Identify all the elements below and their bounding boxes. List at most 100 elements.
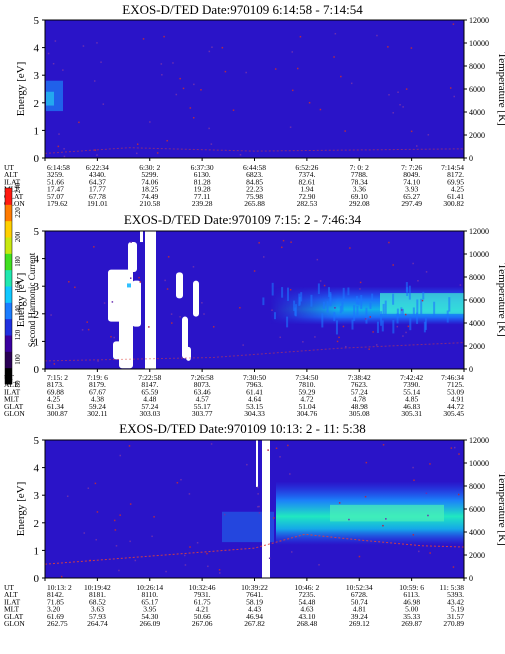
colorbar-segment	[5, 286, 12, 303]
noise-speck	[364, 318, 367, 320]
colorbar-tick-label: 80	[14, 380, 22, 388]
table-cell: 4.64	[248, 395, 261, 404]
band-streak	[376, 321, 379, 333]
table-cell: 7:26:58	[191, 373, 214, 382]
table-cell: 3.95	[143, 605, 156, 614]
band-streak	[392, 293, 395, 305]
noise-speck	[66, 495, 69, 498]
table-cell: 300.87	[47, 409, 68, 418]
noise-speck	[412, 534, 415, 536]
band-streak	[408, 285, 411, 300]
noise-speck	[257, 493, 259, 495]
noise-speck	[299, 35, 302, 38]
y2-tick-label: 10000	[469, 39, 489, 48]
table-row-label: GLAT	[4, 612, 24, 621]
noise-speck	[83, 532, 86, 534]
noise-speck	[166, 288, 169, 290]
band-streak	[335, 320, 338, 335]
noise-speck	[396, 325, 399, 328]
noise-speck	[376, 34, 378, 37]
noise-speck	[100, 61, 102, 63]
noise-speck	[316, 258, 319, 261]
noise-speck	[417, 280, 419, 282]
noise-speck	[161, 74, 163, 76]
table-cell: 282.53	[297, 199, 318, 208]
table-cell: 4.78	[353, 395, 366, 404]
noise-speck	[418, 550, 420, 553]
table-cell: 4.57	[196, 395, 209, 404]
band-streak	[322, 301, 325, 309]
noise-speck	[47, 52, 50, 55]
y2-tick-label: 4000	[469, 319, 485, 328]
noise-speck	[189, 546, 191, 548]
noise-speck	[223, 513, 226, 516]
noise-speck	[82, 45, 85, 47]
noise-speck	[57, 145, 60, 148]
table-cell: 268.48	[297, 619, 318, 628]
noise-speck	[172, 62, 174, 64]
noise-speck	[388, 241, 390, 244]
noise-speck	[224, 70, 227, 73]
table-cell: 305.45	[443, 409, 464, 418]
noise-speck	[334, 307, 336, 309]
noise-speck	[156, 152, 159, 154]
noise-speck	[87, 328, 90, 331]
table-cell: 72.90	[298, 192, 315, 201]
chart-panel-1: 0 1 2 3 4 5 0 2000 4000 6000 8000 10000 12000 EXOS-D/…	[4, 2, 505, 208]
noise-speck	[239, 154, 242, 156]
table-cell: 7810.	[298, 380, 315, 389]
table-cell: 74.10	[403, 177, 420, 186]
noise-speck	[404, 313, 407, 316]
table-cell: 18.25	[141, 185, 158, 194]
noise-speck	[421, 299, 424, 302]
noise-speck	[399, 104, 401, 106]
table-cell: 57.07	[47, 192, 64, 201]
low-energy-core	[46, 91, 54, 106]
colorbar-tick-label: 120	[14, 329, 22, 340]
band-streak	[392, 320, 395, 334]
noise-speck	[94, 482, 97, 485]
y2-axis-label: Temperature [K]	[496, 263, 505, 336]
noise-speck	[63, 155, 66, 158]
y-tick-label: 3	[34, 490, 40, 502]
noise-speck	[273, 517, 275, 519]
band-streak	[339, 305, 342, 314]
ion-band-core	[330, 504, 444, 522]
band-streak	[448, 297, 451, 312]
noise-speck	[323, 284, 326, 287]
noise-speck	[118, 569, 120, 572]
y-tick-label: 3	[34, 281, 40, 293]
table-cell: 7:15: 2	[47, 373, 68, 382]
y2-tick-label: 2000	[469, 131, 485, 140]
colorbar-segment	[5, 220, 12, 238]
y-tick-label: 3	[34, 70, 40, 82]
table-cell: 5.19	[451, 605, 464, 614]
noise-speck	[184, 554, 186, 557]
noise-speck	[457, 493, 460, 496]
y-tick-label: 0	[34, 364, 40, 376]
data-gap-patch	[128, 242, 137, 273]
y2-tick-label: 6000	[469, 296, 485, 305]
table-cell: 3259.	[47, 170, 64, 179]
table-cell: 8049.	[403, 170, 420, 179]
noise-speck	[429, 463, 431, 465]
noise-speck	[182, 87, 185, 90]
noise-speck	[369, 316, 372, 318]
y-tick-label: 2	[34, 309, 40, 321]
table-cell: 8179.	[89, 380, 106, 389]
y2-tick-label: 8000	[469, 482, 485, 491]
temperature-curve	[44, 533, 465, 565]
table-cell: 4.72	[300, 395, 313, 404]
noise-speck	[412, 262, 414, 265]
noise-speck	[102, 103, 105, 105]
table-cell: 39.24	[351, 612, 368, 621]
table-cell: 7963.	[246, 380, 263, 389]
noise-speck	[345, 345, 347, 348]
noise-speck	[206, 552, 208, 555]
band-streak	[420, 298, 423, 315]
y2-axis-label: Temperature [K]	[496, 52, 505, 125]
noise-speck	[296, 67, 299, 70]
table-cell: 265.88	[244, 199, 265, 208]
